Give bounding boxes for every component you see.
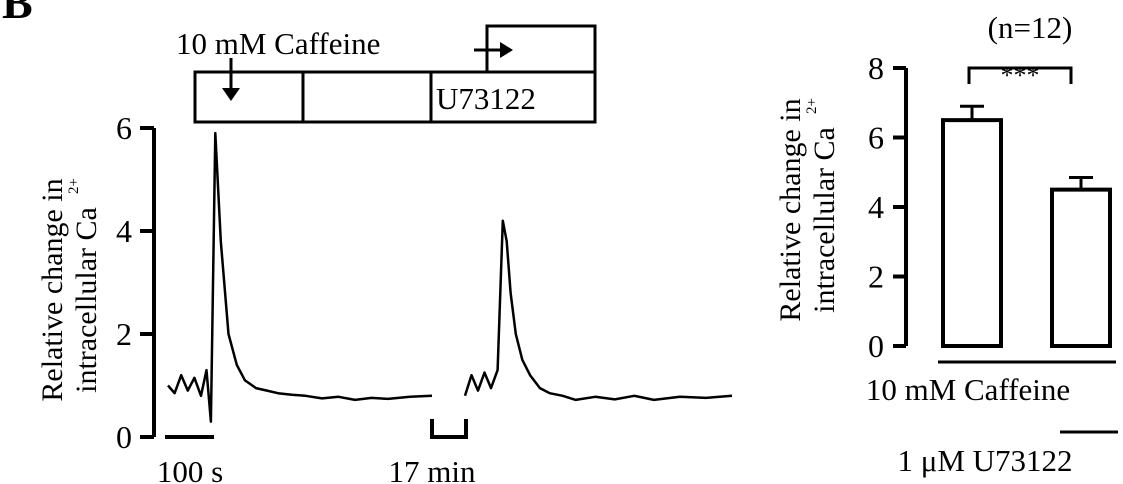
significance-stars: *** [1001,61,1040,90]
gap-label: 17 min [389,454,476,484]
caffeine-condition-label: 10 mM Caffeine [866,372,1070,407]
trace-y-tick-label: 4 [116,213,132,249]
bar-y-tick-label: 8 [868,50,884,86]
trace-y-tick-label: 2 [116,316,132,352]
protocol-box-caffeine-1 [193,70,305,124]
bar-y-tick-label: 0 [868,328,884,364]
trace-y-title-line1: Relative change in [36,178,69,401]
bar-y-tick-label: 6 [868,120,884,156]
trace-line-after [463,219,733,402]
trace-y-tick-label: 0 [116,419,132,455]
bars [941,104,1112,348]
bar-chart: Relative change in intracellular Ca 2+ 0… [774,10,1118,478]
protocol-box-washout [301,70,433,124]
caffeine-arrow-down [222,58,240,101]
bar-y-tick-label: 2 [868,259,884,295]
protocol-caffeine-label: 10 mM Caffeine [176,26,380,61]
trace-chart: Relative change in intracellular Ca 2+ 0… [36,24,733,484]
bar [941,118,1003,348]
gap-bracket [430,419,468,439]
bar [1050,187,1112,348]
u73122-condition-label: 1 μM U73122 [897,443,1072,478]
bar-y-title-superscript: 2+ [804,98,820,114]
trace-y-ticks: 0 2 4 6 [116,110,154,455]
bar-y-ticks: 0 2 4 6 8 [868,50,906,364]
protocol-boxes [193,24,597,124]
bar-y-title-line1: Relative change in [774,98,807,321]
trace-y-title-line2: intracellular Ca [70,207,103,393]
protocol-u73122-label: U73122 [436,81,536,116]
bar-y-title-line2: intracellular Ca [808,127,841,313]
time-scale-label: 100 s [157,454,223,484]
trace-y-tick-label: 6 [116,110,132,146]
trace-y-title-superscript: 2+ [66,178,82,194]
bar-y-tick-label: 4 [868,189,884,225]
trace-line-before [167,131,433,423]
sample-size-label: (n=12) [988,10,1073,45]
significance-bracket [967,66,1073,84]
panel-letter: B [2,0,33,28]
caffeine-arrow-right [474,42,513,72]
